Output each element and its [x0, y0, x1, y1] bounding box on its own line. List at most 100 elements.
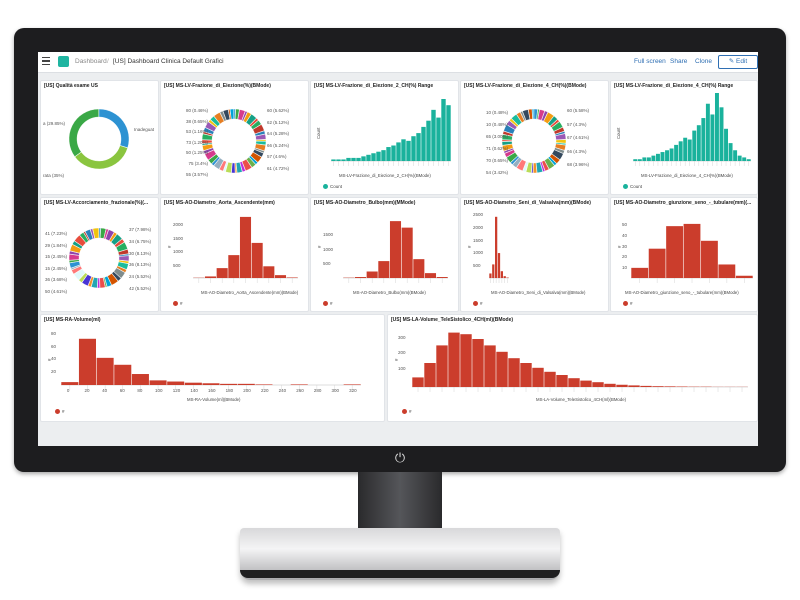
- donut-slice[interactable]: [69, 261, 81, 269]
- bar[interactable]: [371, 153, 376, 161]
- bar[interactable]: [655, 153, 660, 161]
- bar[interactable]: [343, 384, 361, 385]
- bar[interactable]: [497, 253, 501, 278]
- bar[interactable]: [436, 117, 441, 161]
- bar[interactable]: [331, 159, 336, 161]
- donut-slice[interactable]: [213, 112, 225, 125]
- donut-slice[interactable]: [544, 157, 555, 170]
- bar[interactable]: [341, 159, 346, 161]
- donut-slice[interactable]: [223, 161, 229, 173]
- donut-slice[interactable]: [202, 131, 214, 137]
- donut-slice[interactable]: [68, 254, 80, 261]
- bar[interactable]: [237, 383, 255, 385]
- bar[interactable]: [424, 273, 437, 278]
- donut-slice[interactable]: [118, 253, 130, 257]
- bar[interactable]: [544, 371, 556, 387]
- donut-slice[interactable]: [239, 161, 246, 173]
- share-link[interactable]: Share: [670, 58, 688, 65]
- donut-slice[interactable]: [254, 130, 266, 137]
- donut-slice[interactable]: [536, 109, 540, 120]
- bar[interactable]: [532, 367, 544, 387]
- donut-slice[interactable]: [208, 153, 219, 164]
- bar[interactable]: [436, 345, 448, 387]
- bar[interactable]: [446, 105, 451, 161]
- donut-slice[interactable]: [551, 149, 564, 160]
- bar[interactable]: [251, 242, 263, 278]
- bar[interactable]: [351, 157, 356, 161]
- donut-slice[interactable]: [501, 139, 513, 142]
- bar[interactable]: [692, 130, 697, 161]
- bar[interactable]: [674, 144, 679, 161]
- bar[interactable]: [733, 150, 738, 161]
- donut-slice[interactable]: [246, 156, 256, 168]
- donut-slice[interactable]: [237, 109, 246, 121]
- bar[interactable]: [184, 382, 202, 385]
- donut-slice[interactable]: [549, 119, 560, 128]
- donut-slice[interactable]: [512, 157, 523, 168]
- bar[interactable]: [520, 363, 532, 387]
- donut-slice[interactable]: [554, 131, 566, 136]
- bar[interactable]: [687, 139, 692, 161]
- bar[interactable]: [742, 157, 747, 161]
- app-logo[interactable]: [58, 56, 69, 67]
- donut-slice[interactable]: [235, 108, 240, 120]
- bar[interactable]: [508, 358, 520, 387]
- bar[interactable]: [660, 152, 665, 161]
- donut-slice[interactable]: [555, 142, 567, 146]
- bar[interactable]: [460, 334, 472, 387]
- bar[interactable]: [628, 385, 640, 387]
- bar[interactable]: [263, 266, 275, 278]
- donut-slice[interactable]: [537, 109, 545, 121]
- bar[interactable]: [666, 226, 683, 278]
- bar[interactable]: [386, 147, 391, 161]
- donut-slice[interactable]: [522, 161, 529, 173]
- donut-slice[interactable]: [243, 111, 252, 123]
- bar[interactable]: [61, 382, 79, 385]
- bar[interactable]: [669, 148, 674, 161]
- bar[interactable]: [678, 141, 683, 161]
- bar[interactable]: [96, 357, 114, 385]
- bar[interactable]: [381, 150, 386, 161]
- bar[interactable]: [239, 216, 252, 278]
- bar[interactable]: [724, 128, 729, 161]
- bar[interactable]: [642, 157, 647, 161]
- bar[interactable]: [640, 385, 652, 387]
- donut-slice[interactable]: [547, 156, 557, 166]
- bar[interactable]: [424, 363, 436, 387]
- bar[interactable]: [592, 382, 604, 387]
- donut-slice[interactable]: [218, 160, 227, 172]
- bar[interactable]: [580, 380, 592, 387]
- donut-slice[interactable]: [522, 109, 531, 121]
- bar[interactable]: [361, 156, 366, 161]
- bar[interactable]: [683, 223, 701, 278]
- menu-icon[interactable]: [42, 57, 50, 66]
- donut-slice[interactable]: [117, 249, 129, 256]
- donut-slice[interactable]: [210, 115, 221, 127]
- bar[interactable]: [484, 345, 496, 387]
- donut-slice[interactable]: [539, 161, 546, 172]
- donut-slice[interactable]: [501, 134, 513, 141]
- donut-slice[interactable]: [208, 119, 218, 128]
- donut-slice[interactable]: [241, 110, 248, 122]
- donut-slice[interactable]: [229, 108, 234, 120]
- bar[interactable]: [389, 221, 402, 278]
- donut-slice[interactable]: [71, 265, 83, 275]
- donut-slice[interactable]: [503, 124, 516, 135]
- bar[interactable]: [718, 264, 736, 278]
- donut-slice[interactable]: [73, 268, 86, 281]
- donut-slice[interactable]: [532, 108, 534, 120]
- donut-slice[interactable]: [219, 110, 227, 122]
- bar[interactable]: [556, 375, 568, 387]
- bar[interactable]: [114, 364, 132, 385]
- bar[interactable]: [220, 383, 238, 385]
- donut-slice[interactable]: [531, 162, 534, 174]
- bar[interactable]: [286, 277, 298, 278]
- bar[interactable]: [366, 271, 378, 279]
- donut-slice[interactable]: [520, 110, 527, 122]
- donut-slice[interactable]: [547, 115, 558, 127]
- bar[interactable]: [411, 136, 416, 161]
- bar[interactable]: [228, 255, 240, 278]
- donut-slice[interactable]: [91, 277, 98, 289]
- bar[interactable]: [366, 154, 371, 161]
- bar[interactable]: [735, 275, 753, 278]
